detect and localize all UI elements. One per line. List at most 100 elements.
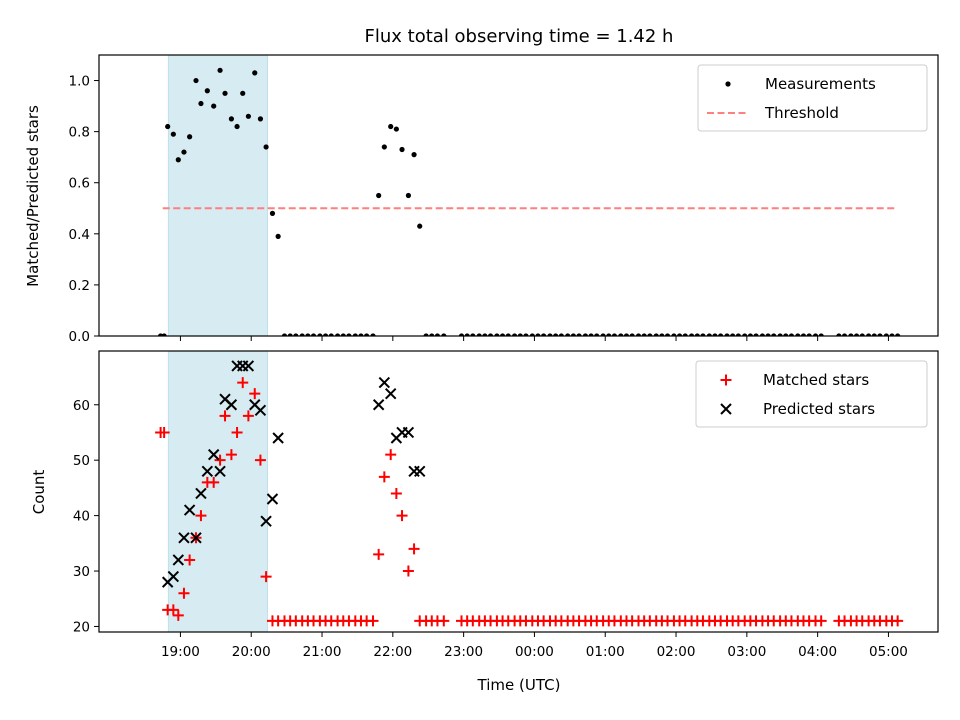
measurement-point xyxy=(512,333,518,336)
matched-star-marker xyxy=(225,449,237,461)
measurement-point xyxy=(759,333,766,336)
measurement-point xyxy=(682,333,688,336)
legend-label: Predicted stars xyxy=(763,400,875,418)
measurement-point xyxy=(328,333,334,336)
y-tick-label: 0.8 xyxy=(69,125,90,141)
measurement-point xyxy=(161,333,167,336)
measurement-point xyxy=(742,333,748,336)
chart-title: Flux total observing time = 1.42 h xyxy=(365,26,674,47)
predicted-star-marker xyxy=(167,570,180,583)
matched-star-marker xyxy=(214,454,226,466)
observing-window-shade xyxy=(167,54,269,337)
y-tick-label: 40 xyxy=(73,509,90,525)
measurement-point xyxy=(198,100,204,107)
measurement-point xyxy=(659,333,665,336)
measurement-point xyxy=(541,333,547,336)
measurement-point xyxy=(317,333,323,336)
measurement-point xyxy=(588,333,594,336)
measurement-point xyxy=(257,116,264,122)
measurement-point xyxy=(170,131,176,137)
measurement-point xyxy=(553,333,559,336)
measurement-point xyxy=(494,333,500,336)
measurement-point xyxy=(487,333,494,336)
observing-window-shade xyxy=(167,350,269,633)
measurement-point xyxy=(299,333,305,336)
x-tick-label: 01:00 xyxy=(586,644,625,660)
plot-area-0 xyxy=(157,67,901,336)
matched-star-marker xyxy=(396,510,408,522)
matched-star-marker xyxy=(178,587,190,599)
axes-frame-1 xyxy=(98,350,939,633)
measurement-point xyxy=(676,333,683,336)
measurement-point xyxy=(252,70,258,76)
measurement-point xyxy=(228,116,234,122)
measurement-point xyxy=(370,333,376,336)
matched-star-marker xyxy=(260,571,272,583)
predicted-star-marker xyxy=(172,554,185,566)
matched-star-marker xyxy=(438,615,450,627)
measurement-point xyxy=(240,90,246,96)
measurement-point xyxy=(877,333,883,336)
x-axis-label: Time (UTC) xyxy=(477,676,561,694)
matched-star-marker xyxy=(195,510,207,522)
matched-star-marker xyxy=(242,410,254,422)
measurement-point xyxy=(866,333,872,336)
matched-star-marker xyxy=(373,548,385,560)
measurement-point xyxy=(777,333,783,336)
measurement-point xyxy=(405,192,412,199)
measurement-point xyxy=(335,333,341,336)
measurement-point xyxy=(482,333,488,336)
measurement-point xyxy=(694,333,700,336)
measurement-point xyxy=(340,333,346,336)
measurement-point xyxy=(848,333,854,336)
measurement-point xyxy=(664,333,671,336)
measurement-point xyxy=(611,333,618,336)
matched-star-marker xyxy=(219,410,231,422)
measurement-point xyxy=(576,333,582,336)
measurement-point xyxy=(706,333,712,336)
legend-measurement-marker xyxy=(725,81,731,87)
measurement-point xyxy=(635,333,642,336)
measurement-point xyxy=(771,333,777,336)
y-tick-label: 0.4 xyxy=(69,227,90,243)
axes-frame-0 xyxy=(98,54,939,337)
x-tick-label: 02:00 xyxy=(657,644,696,660)
measurement-point xyxy=(647,333,653,336)
measurement-point xyxy=(346,333,352,336)
y-tick-label: 30 xyxy=(73,564,90,580)
measurement-point xyxy=(376,192,382,199)
legend-label: Matched stars xyxy=(763,371,869,389)
predicted-star-marker xyxy=(178,532,190,544)
x-tick-label: 21:00 xyxy=(303,644,342,660)
measurement-point xyxy=(470,333,476,336)
measurement-point xyxy=(364,333,370,336)
matched-star-marker xyxy=(367,615,379,627)
predicted-star-marker xyxy=(254,404,267,417)
predicted-star-marker xyxy=(183,504,196,516)
measurement-point xyxy=(399,146,405,153)
measurement-point xyxy=(795,333,801,336)
measurement-point xyxy=(393,126,399,132)
measurement-point xyxy=(800,333,807,336)
matched-star-marker xyxy=(184,554,196,566)
matched-star-marker xyxy=(408,543,420,555)
matched-star-marker xyxy=(254,454,266,466)
measurement-point xyxy=(547,333,553,336)
legend-label: Threshold xyxy=(764,104,839,122)
predicted-star-marker xyxy=(378,376,391,389)
measurement-point xyxy=(441,333,447,336)
measurement-point xyxy=(718,333,724,336)
measurement-point xyxy=(245,113,251,119)
measurement-point xyxy=(417,223,423,229)
plot-layer: 0.0 0.2 0.4 0.6 0.8 1.0 Measurements Threshold 2… xyxy=(69,54,939,660)
predicted-star-marker xyxy=(242,360,255,372)
predicted-star-marker xyxy=(402,426,415,439)
measurement-point xyxy=(730,333,736,336)
predicted-star-marker xyxy=(225,399,238,411)
measurement-point xyxy=(895,333,901,336)
measurement-point xyxy=(735,333,741,336)
measurement-point xyxy=(671,333,677,336)
y-tick-label: 1.0 xyxy=(69,74,90,90)
predicted-star-marker xyxy=(260,515,272,527)
matched-star-marker xyxy=(167,604,179,616)
